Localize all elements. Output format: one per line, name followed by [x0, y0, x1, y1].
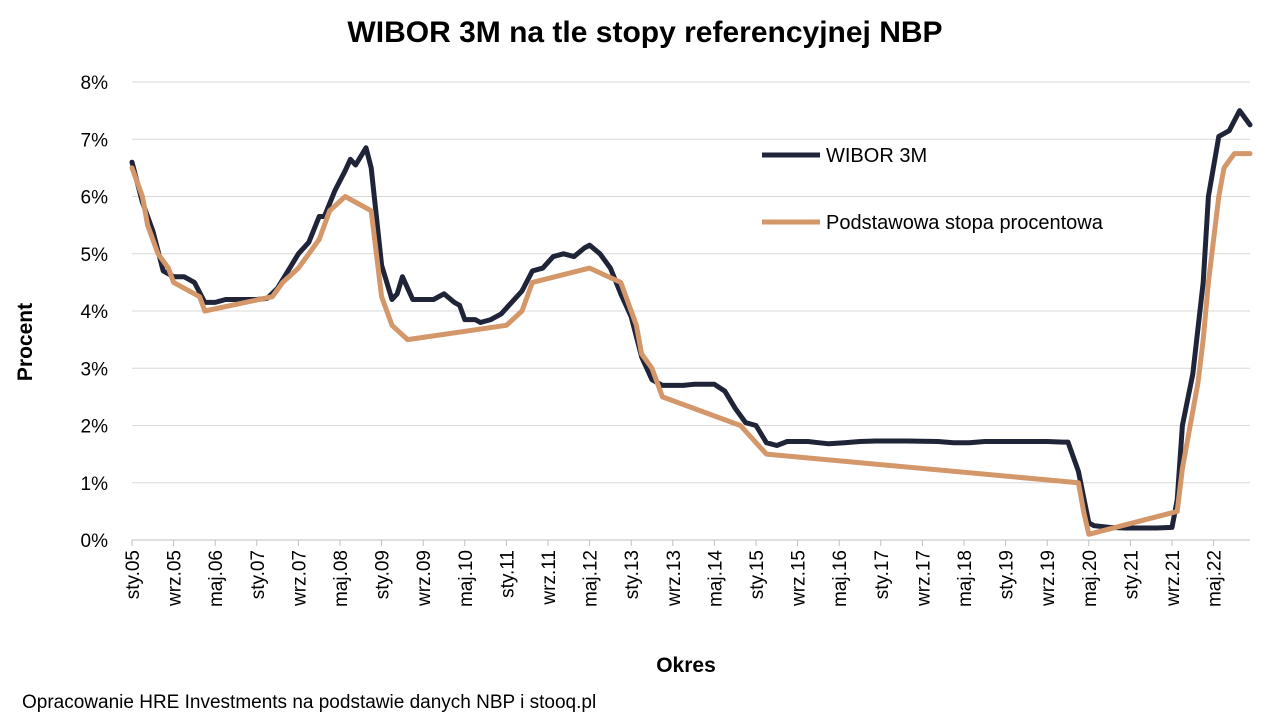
y-tick-label: 3%: [81, 359, 109, 380]
x-tick-label: maj.06: [206, 550, 227, 607]
x-axis: sty.05 wrz.05 maj.06 sty.07 wrz.07 maj.08 sty.…: [123, 540, 1226, 607]
y-tick-label: 2%: [81, 417, 109, 438]
y-tick-label: 0%: [81, 531, 109, 552]
x-tick-label: sty.21: [1121, 550, 1142, 599]
legend-label: Podstawowa stopa procentowa: [826, 212, 1104, 234]
x-tick-label: sty.15: [747, 550, 768, 599]
y-tick-label: 7%: [81, 130, 109, 151]
x-tick-label: sty.09: [373, 550, 394, 599]
x-tick-label: maj.08: [331, 550, 352, 607]
x-tick-label: wrz.11: [539, 550, 560, 606]
x-tick-label: sty.13: [622, 550, 643, 599]
y-tick-label: 5%: [81, 245, 109, 266]
x-tick-label: maj.22: [1205, 550, 1226, 607]
y-tick-label: 1%: [81, 474, 109, 495]
chart-title: WIBOR 3M na tle stopy referencyjnej NBP: [347, 16, 942, 49]
x-tick-label: sty.17: [872, 550, 893, 599]
x-tick-label: sty.11: [497, 550, 518, 598]
x-tick-label: wrz.19: [1038, 550, 1059, 607]
x-tick-label: maj.16: [830, 550, 851, 607]
legend: WIBOR 3M Podstawowa stopa procentowa: [762, 145, 1104, 234]
x-tick-label: sty.05: [123, 550, 144, 599]
x-tick-label: wrz.15: [789, 550, 810, 607]
x-axis-title: Okres: [656, 654, 716, 677]
series-group: [129, 108, 1253, 537]
x-tick-label: wrz.07: [289, 550, 310, 607]
x-tick-label: maj.20: [1080, 550, 1101, 607]
series-line-wibor-3m: [129, 108, 1253, 531]
grid-lines: [132, 81, 1250, 541]
x-tick-label: wrz.09: [414, 550, 435, 607]
x-tick-label: wrz.05: [165, 550, 186, 607]
y-tick-label: 8%: [81, 73, 109, 94]
x-tick-label: maj.18: [955, 550, 976, 607]
source-note: Opracowanie HRE Investments na podstawie…: [22, 692, 597, 713]
x-tick-label: wrz.17: [913, 550, 934, 607]
y-tick-label: 4%: [81, 302, 109, 323]
x-tick-label: maj.12: [581, 550, 602, 607]
y-tick-label: 6%: [81, 188, 109, 209]
x-tick-label: wrz.21: [1163, 550, 1184, 607]
x-tick-label: maj.14: [705, 550, 726, 607]
series-line-stopa-referencyjna: [129, 151, 1253, 537]
x-tick-label: wrz.13: [664, 550, 685, 607]
x-tick-label: sty.07: [248, 550, 269, 599]
x-tick-label: maj.10: [456, 550, 477, 607]
x-tick-label: sty.19: [997, 550, 1018, 599]
legend-label: WIBOR 3M: [826, 145, 927, 167]
y-axis-title: Procent: [14, 303, 37, 381]
y-axis: 0% 1% 2% 3% 4% 5% 6% 7% 8%: [81, 73, 109, 552]
